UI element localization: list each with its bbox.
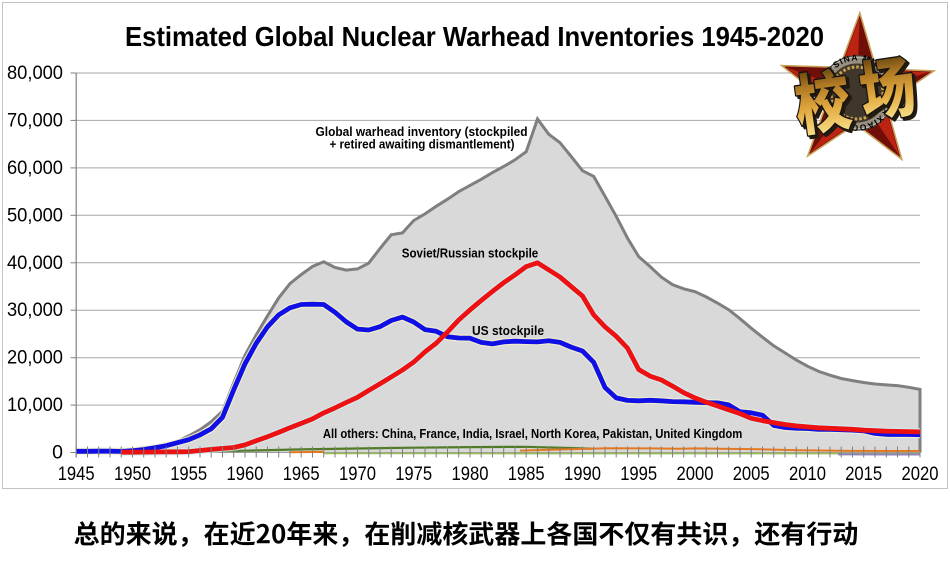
svg-text:50,000: 50,000 <box>7 204 63 226</box>
svg-text:2015: 2015 <box>845 463 882 485</box>
svg-text:1945: 1945 <box>58 463 95 485</box>
svg-text:All others: China, France, Ind: All others: China, France, India, Israel… <box>323 426 743 441</box>
svg-text:1990: 1990 <box>564 463 601 485</box>
svg-text:Global warhead inventory (stoc: Global warhead inventory (stockpiled <box>316 124 528 139</box>
svg-text:2010: 2010 <box>789 463 826 485</box>
svg-text:2020: 2020 <box>902 463 939 485</box>
svg-text:20,000: 20,000 <box>7 347 63 369</box>
svg-text:1980: 1980 <box>452 463 489 485</box>
svg-text:1955: 1955 <box>170 463 207 485</box>
svg-text:1965: 1965 <box>283 463 320 485</box>
svg-text:30,000: 30,000 <box>7 299 63 321</box>
svg-text:+ retired awaiting dismantleme: + retired awaiting dismantlement) <box>330 137 515 152</box>
svg-text:70,000: 70,000 <box>7 109 63 131</box>
svg-text:1970: 1970 <box>339 463 376 485</box>
svg-text:1995: 1995 <box>620 463 657 485</box>
svg-text:2000: 2000 <box>677 463 714 485</box>
svg-text:80,000: 80,000 <box>7 62 63 84</box>
svg-text:60,000: 60,000 <box>7 157 63 179</box>
svg-text:US stockpile: US stockpile <box>472 323 544 338</box>
svg-text:10,000: 10,000 <box>7 394 63 416</box>
svg-text:Soviet/Russian stockpile: Soviet/Russian stockpile <box>402 246 539 261</box>
svg-text:40,000: 40,000 <box>7 252 63 274</box>
svg-text:0: 0 <box>52 442 63 464</box>
svg-text:1975: 1975 <box>395 463 432 485</box>
svg-text:2005: 2005 <box>733 463 770 485</box>
svg-text:1985: 1985 <box>508 463 545 485</box>
svg-text:Estimated Global Nuclear Warhe: Estimated Global Nuclear Warhead Invento… <box>125 20 824 52</box>
svg-text:1950: 1950 <box>114 463 151 485</box>
svg-text:1960: 1960 <box>227 463 264 485</box>
